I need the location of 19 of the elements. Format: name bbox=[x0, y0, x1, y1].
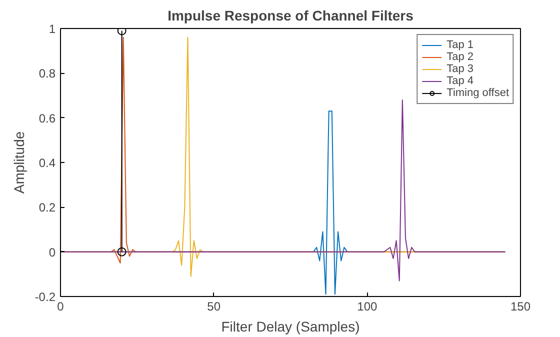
y-axis-title: Amplitude bbox=[10, 131, 27, 194]
x-tick-label: 150 bbox=[510, 300, 531, 314]
y-tick-label: 0.6 bbox=[38, 111, 56, 126]
y-tick-label: 0.2 bbox=[38, 200, 56, 215]
y-tick-label: 0 bbox=[48, 245, 56, 260]
legend-label: Tap 4 bbox=[446, 75, 474, 87]
y-tick-label: -0.2 bbox=[34, 290, 56, 304]
y-tick-label: 0.8 bbox=[38, 66, 56, 81]
x-tick-label: 100 bbox=[357, 300, 378, 314]
legend-label: Timing offset bbox=[446, 87, 509, 99]
legend-label: Tap 1 bbox=[446, 39, 474, 51]
legend-label: Tap 3 bbox=[446, 63, 474, 75]
x-tick-label: 50 bbox=[207, 300, 221, 314]
y-tick-label: 0.4 bbox=[38, 156, 56, 170]
legend-label: Tap 2 bbox=[446, 51, 474, 63]
chart-title: Impulse Response of Channel Filters bbox=[168, 8, 414, 24]
y-tick-label: 1 bbox=[48, 22, 56, 36]
x-axis-title: Filter Delay (Samples) bbox=[221, 318, 360, 334]
x-tick-label: 0 bbox=[57, 300, 64, 314]
